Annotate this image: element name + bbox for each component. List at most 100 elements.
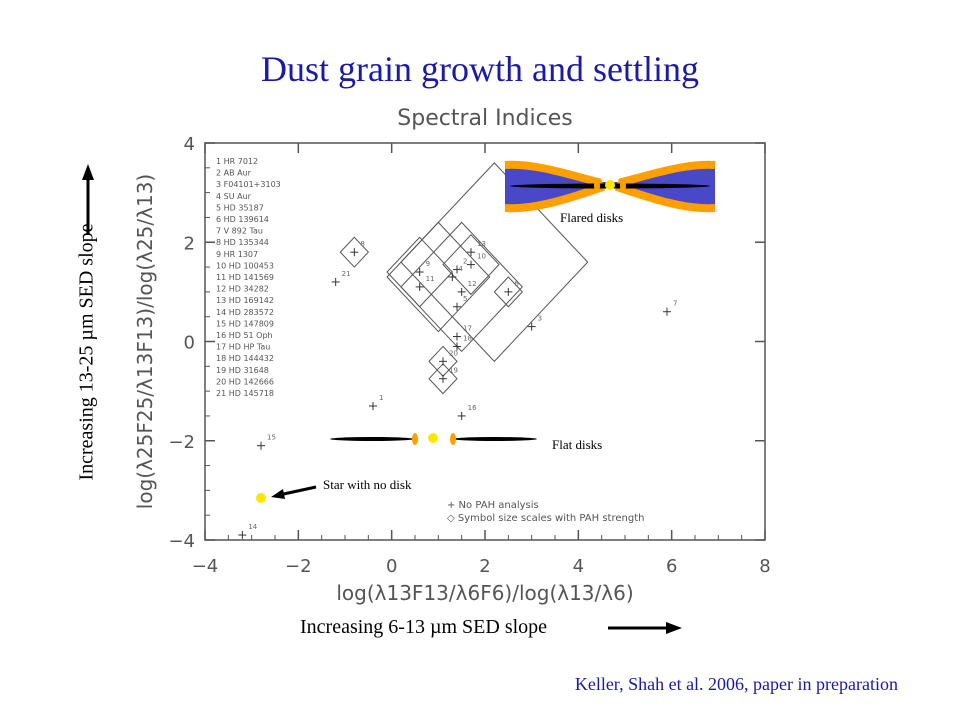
disk-illustrations: Flared disks Flat disks Star with no disk <box>82 160 716 634</box>
point-id-label: 21 <box>342 270 351 278</box>
x-tick-label: 0 <box>386 556 397 577</box>
flat-disk-star <box>428 433 438 443</box>
star-list-item: 13 HD 169142 <box>216 296 274 305</box>
star-list-item: 9 HR 1307 <box>216 250 258 259</box>
x-tick-label: 2 <box>479 556 490 577</box>
star-list-item: 18 HD 144432 <box>216 354 274 363</box>
star-list-item: 2 AB Aur <box>216 169 252 178</box>
point-id-label: 14 <box>248 523 257 531</box>
flared-disk-star <box>605 180 615 190</box>
data-point-12: 12 <box>457 280 477 296</box>
data-point-5: 5 <box>453 295 467 311</box>
star-list-item: 12 HD 34282 <box>216 285 269 294</box>
star-list-item: 7 V 892 Tau <box>216 227 263 236</box>
data-point-13: 13 <box>467 240 486 257</box>
chart-legend: + No PAH analysis ◇ Symbol size scales wi… <box>447 500 644 524</box>
y-tick-label: −4 <box>168 531 195 552</box>
y-tick-label: −2 <box>168 432 195 453</box>
star-list-item: 14 HD 283572 <box>216 308 274 317</box>
data-point-20: 20 <box>439 349 458 366</box>
data-point-4: 4 <box>448 265 463 281</box>
point-id-label: 17 <box>463 325 472 333</box>
point-id-label: 15 <box>267 434 276 442</box>
bare-star <box>256 493 266 503</box>
point-id-label: 2 <box>463 258 467 266</box>
point-id-label: 7 <box>673 300 677 308</box>
chart-x-axis-label: log(λ13F13/λ6F6)/log(λ13/λ6) <box>336 581 633 605</box>
pah-diamond <box>400 221 524 353</box>
y-tick-label: 2 <box>184 233 195 254</box>
star-list-item: 16 HD 51 Oph <box>216 331 273 340</box>
pah-diamond <box>493 276 524 308</box>
flared-disk-illustration: Flared disks <box>504 160 716 225</box>
star-list-item: 20 HD 142666 <box>216 377 274 386</box>
pah-diamond <box>339 236 370 268</box>
star-list-item: 4 SU Aur <box>216 192 252 201</box>
star-list-item: 5 HD 35187 <box>216 203 264 212</box>
star-list-item: 8 HD 135344 <box>216 238 269 247</box>
pah-diamond <box>442 234 500 296</box>
data-point-14: 14 <box>238 523 258 540</box>
flared-disk-inner-rim <box>620 179 626 193</box>
data-point-15: 15 <box>257 434 276 450</box>
point-id-label: 5 <box>463 295 467 303</box>
data-point-18: 18 <box>453 334 472 351</box>
star-list-item: 17 HD HP Tau <box>216 343 270 352</box>
bare-star-arrow-head <box>271 489 285 499</box>
x-tick-label: −2 <box>285 556 312 577</box>
x-tick-label: 8 <box>759 556 770 577</box>
data-point-16: 16 <box>457 404 477 420</box>
slide-y-label-wrap: Increasing 13-25 µm SED slope <box>72 152 102 552</box>
point-id-label: 18 <box>463 334 472 342</box>
bare-star-illustration: Star with no disk <box>256 477 412 503</box>
chart-y-axis-label: log(λ25F25/λ13F13)/log(λ25/λ13) <box>133 174 157 509</box>
slide-y-label: Increasing 13-25 µm SED slope <box>75 223 98 481</box>
data-point-9: 9 <box>415 260 430 277</box>
data-point-19: 19 <box>439 367 458 383</box>
point-id-label: 13 <box>477 240 486 248</box>
flat-disk-inner-rim <box>450 433 456 445</box>
star-list-item: 6 HD 139614 <box>216 215 269 224</box>
pah-diamonds <box>339 162 589 395</box>
data-point-7: 7 <box>663 300 677 316</box>
slide-x-label: Increasing 6-13 µm SED slope <box>300 616 548 638</box>
chart-axes: Spectral Indices−4 −2 0 2 4 6 8−4−2024log(λ13F… <box>133 106 771 605</box>
data-point-17: 17 <box>453 325 472 341</box>
point-id-label: 6 <box>514 280 519 288</box>
x-arrow-head <box>666 622 682 634</box>
pah-diamond <box>428 363 458 395</box>
point-id-label: 1 <box>379 394 383 402</box>
star-no-disk-label: Star with no disk <box>323 477 412 492</box>
point-id-label: 10 <box>477 253 486 261</box>
point-id-label: 11 <box>426 275 435 283</box>
y-arrow-head <box>82 164 94 180</box>
slide-arrows <box>82 164 682 634</box>
y-tick-label: 4 <box>184 134 195 155</box>
data-point-10: 10 <box>467 253 486 269</box>
data-point-21: 21 <box>331 270 351 286</box>
data-point-3: 3 <box>527 315 542 331</box>
flat-disks-label: Flat disks <box>552 437 602 452</box>
legend-entry: + No PAH analysis <box>447 500 539 511</box>
slide-title: Dust grain growth and settling <box>261 49 699 89</box>
credit-text: Keller, Shah et al. 2006, paper in prepa… <box>574 674 898 694</box>
star-list-item: 3 F04101+3103 <box>216 180 281 189</box>
flared-disks-label: Flared disks <box>560 210 623 225</box>
bare-star-arrow-line <box>278 485 317 497</box>
point-id-label: 3 <box>538 315 542 323</box>
data-point-1: 1 <box>369 394 383 411</box>
point-id-label: 12 <box>468 280 477 288</box>
star-list-item: 19 HD 31648 <box>216 366 269 375</box>
point-id-label: 4 <box>458 265 463 273</box>
data-point-2: 2 <box>453 258 467 274</box>
star-list-item: 11 HD 141569 <box>216 273 274 282</box>
point-id-label: 19 <box>449 367 458 375</box>
x-tick-label: 4 <box>573 556 584 577</box>
flat-disk-right <box>453 437 537 441</box>
star-list-item: 21 HD 145718 <box>216 389 274 398</box>
point-id-label: 20 <box>449 349 458 357</box>
point-id-label: 8 <box>360 240 364 248</box>
flat-disk-illustration: Flat disks <box>330 433 602 452</box>
